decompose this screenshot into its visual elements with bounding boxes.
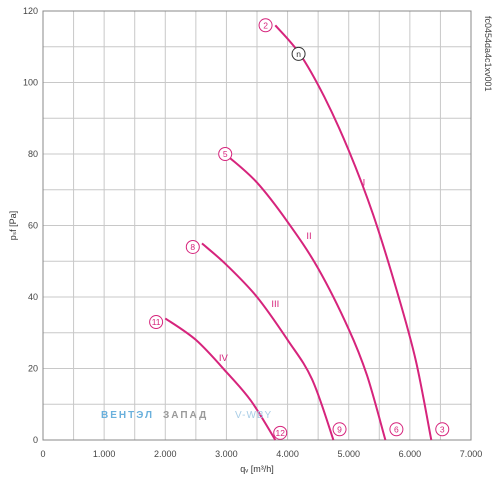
- chart-code: fc0454da4c1xv001: [483, 16, 493, 92]
- curve-label-III: III: [271, 299, 279, 310]
- curve-label-I: I: [363, 178, 366, 189]
- watermark: ВЕНТЭЛ ЗАПАД V-WBY: [101, 410, 272, 421]
- point-marker-2: 2: [258, 18, 273, 33]
- curve-II: [228, 156, 387, 441]
- point-circle: [258, 18, 273, 33]
- x-tick-label: 0: [40, 449, 45, 459]
- y-axis-title: pₛf [Pa]: [8, 211, 18, 240]
- watermark-part1: ВЕНТЭЛ: [101, 410, 154, 421]
- point-label: 9: [337, 424, 342, 434]
- operating-points: 2 n 5 8 11 3 6 9 12: [149, 18, 450, 440]
- x-tick-label: 7.000: [460, 449, 483, 459]
- x-tick-label: 6.000: [399, 449, 422, 459]
- point-label: n: [296, 49, 301, 59]
- x-tick-label: 4.000: [276, 449, 299, 459]
- point-label: 6: [394, 424, 399, 434]
- x-axis-title: qᵥ [m³/h]: [240, 464, 273, 474]
- x-tick-label: 1.000: [93, 449, 116, 459]
- point-marker-3: 3: [435, 422, 450, 437]
- axes: 0 1.000 2.000 3.000 4.000 5.000 6.000 7.000 0 20 4…: [23, 6, 482, 459]
- point-marker-11: 11: [149, 315, 164, 330]
- y-tick-label: 60: [28, 221, 38, 231]
- x-tick-label: 2.000: [154, 449, 177, 459]
- point-circle: [389, 422, 404, 437]
- curve-III: [201, 242, 335, 441]
- curve-label-II: II: [306, 231, 311, 242]
- point-circle: [273, 425, 288, 440]
- point-marker-5: 5: [218, 147, 233, 161]
- point-circle: [332, 422, 347, 437]
- curve-I: [274, 24, 433, 441]
- y-tick-label: 120: [23, 6, 38, 16]
- y-tick-label: 20: [28, 364, 38, 374]
- x-tick-label: 5.000: [337, 449, 360, 459]
- point-marker-9: 9: [332, 422, 347, 437]
- point-circle: [291, 46, 306, 61]
- y-tick-label: 80: [28, 149, 38, 159]
- point-circle: [149, 315, 164, 330]
- plot-frame: [42, 10, 472, 441]
- point-marker-8: 8: [185, 239, 200, 254]
- point-marker-6: 6: [389, 422, 404, 437]
- point-circle: [435, 422, 450, 437]
- y-tick-label: 40: [28, 292, 38, 302]
- point-label: 12: [275, 428, 285, 438]
- curve-label-IV: IV: [219, 353, 229, 364]
- point-label: 8: [190, 242, 195, 252]
- point-circle: [185, 239, 200, 254]
- y-tick-label: 100: [23, 78, 38, 88]
- point-marker-n: n: [291, 46, 306, 61]
- point-circle: [218, 147, 233, 161]
- point-label: 11: [152, 317, 161, 327]
- point-label: 2: [263, 20, 268, 30]
- watermark-part3: V-WBY: [235, 410, 272, 421]
- curve-IV: [164, 317, 277, 441]
- y-tick-label: 0: [33, 435, 38, 445]
- grid: [42, 10, 472, 441]
- point-marker-12: 12: [273, 425, 288, 440]
- watermark-part2: ЗАПАД: [163, 410, 208, 421]
- point-label: 5: [223, 149, 228, 159]
- x-tick-label: 3.000: [215, 449, 238, 459]
- point-label: 3: [440, 424, 445, 434]
